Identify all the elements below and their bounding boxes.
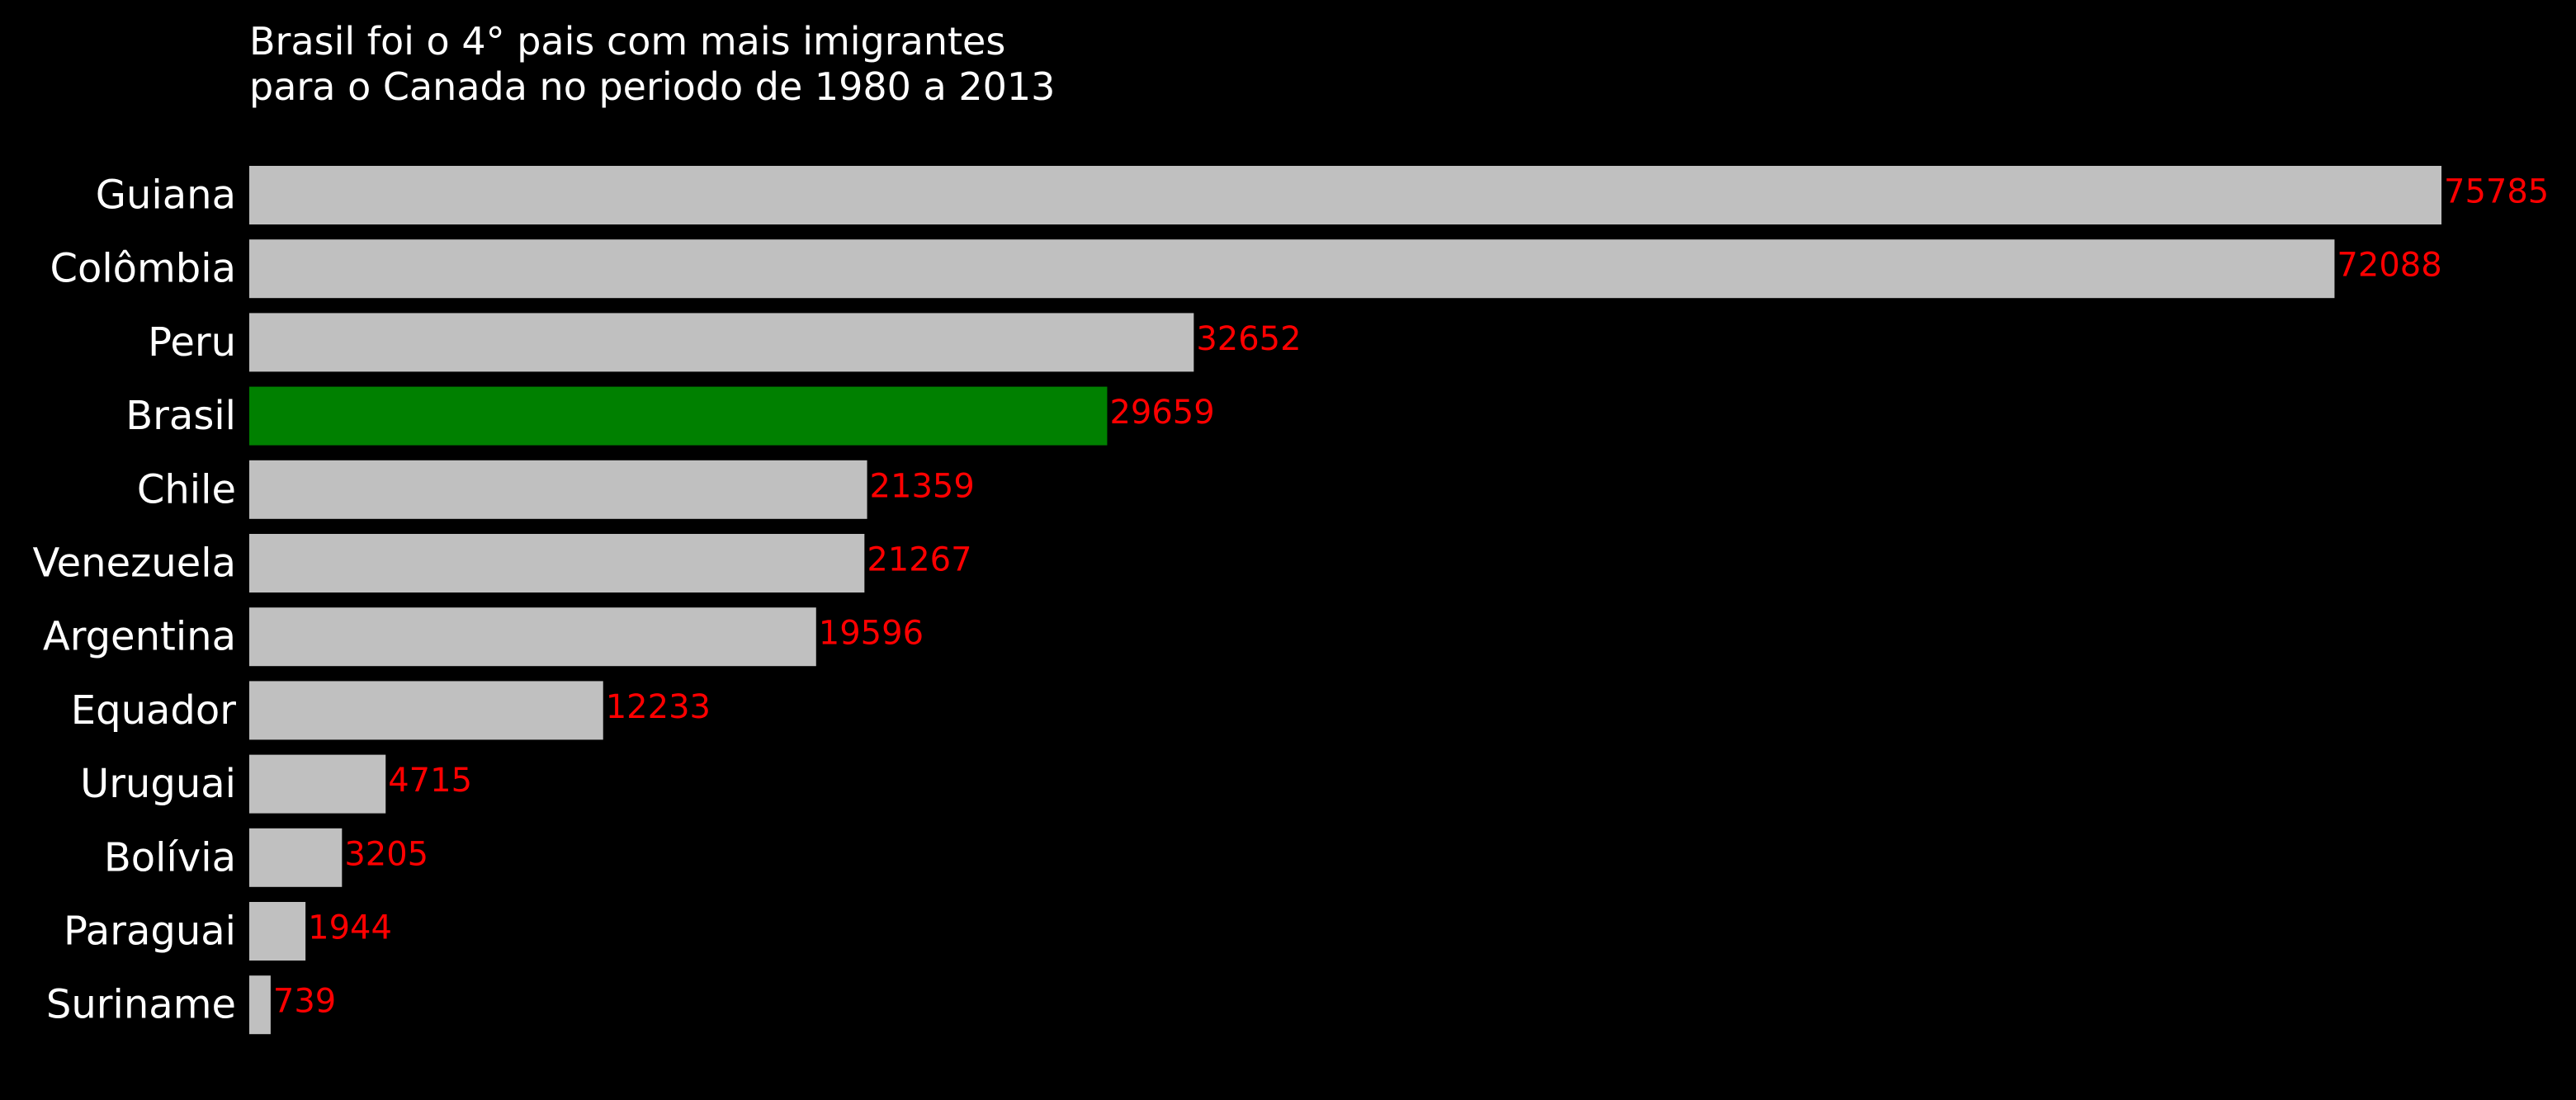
value-label-suriname: 739 — [273, 983, 336, 1021]
bar-venezuela — [249, 534, 865, 592]
category-label-guiana: Guiana — [96, 172, 236, 219]
category-labels: Guiana Colômbia Peru Brasil Chile Venezuela Ar… — [33, 172, 237, 1028]
value-label-equador: 12233 — [606, 688, 711, 726]
bar-colombia — [249, 239, 2335, 299]
chart-title: Brasil foi o 4° pais com mais imigrantes… — [249, 19, 1055, 109]
value-label-venezuela: 21267 — [867, 541, 971, 579]
bar-bolivia — [249, 828, 343, 887]
category-label-bolivia: Bolívia — [104, 834, 236, 880]
bar-equador — [249, 681, 603, 740]
value-label-brasil: 29659 — [1109, 394, 1214, 432]
bar-brasil — [249, 386, 1108, 446]
category-label-paraguai: Paraguai — [64, 909, 236, 955]
value-label-paraguai: 1944 — [308, 909, 392, 947]
category-label-suriname: Suriname — [46, 982, 236, 1028]
category-label-peru: Peru — [148, 319, 236, 366]
value-label-peru: 32652 — [1196, 320, 1301, 358]
value-label-bolivia: 3205 — [344, 835, 428, 873]
bars-group — [249, 166, 2441, 1035]
bar-chile — [249, 460, 867, 519]
category-label-uruguai: Uruguai — [80, 761, 236, 807]
bar-guiana — [249, 166, 2441, 224]
chart-title-line-1: Brasil foi o 4° pais com mais imigrantes — [249, 19, 1005, 64]
bar-argentina — [249, 607, 816, 667]
value-label-chile: 21359 — [870, 467, 975, 505]
chart-title-line-2: para o Canada no periodo de 1980 a 2013 — [249, 64, 1055, 109]
bar-peru — [249, 313, 1194, 372]
category-label-argentina: Argentina — [43, 614, 236, 660]
value-label-argentina: 19596 — [819, 615, 924, 653]
bar-suriname — [249, 975, 271, 1035]
bar-uruguai — [249, 754, 386, 814]
value-label-uruguai: 4715 — [388, 762, 472, 800]
category-label-venezuela: Venezuela — [33, 541, 237, 587]
value-label-guiana: 75785 — [2444, 173, 2549, 211]
category-label-equador: Equador — [71, 687, 236, 734]
bar-paraguai — [249, 902, 306, 961]
value-label-colombia: 72088 — [2337, 247, 2441, 285]
category-label-brasil: Brasil — [125, 393, 236, 439]
category-label-colombia: Colômbia — [50, 246, 236, 292]
category-label-chile: Chile — [137, 466, 236, 512]
